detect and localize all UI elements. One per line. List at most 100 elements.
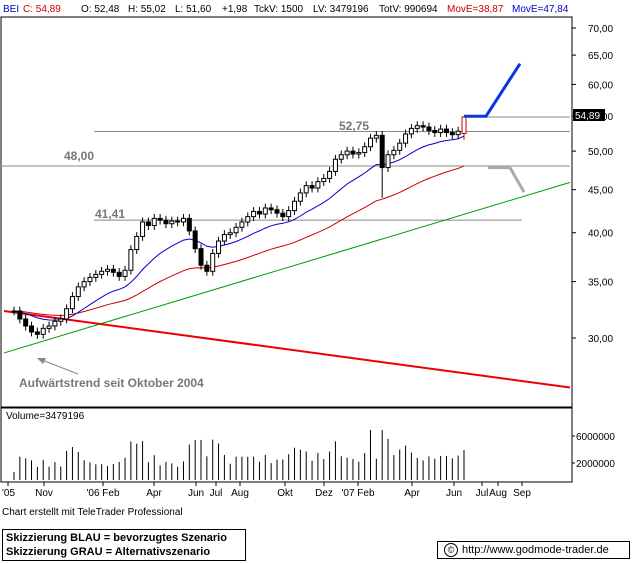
change-label: +1,98 bbox=[222, 4, 248, 15]
symbol-label[interactable]: BEI bbox=[3, 4, 19, 15]
trend-arrow-head bbox=[37, 358, 46, 364]
candle-body bbox=[29, 325, 35, 333]
level-label-41-41: 41,41 bbox=[95, 207, 125, 221]
last-price-tag bbox=[573, 109, 605, 121]
x-tick-label: Jul bbox=[476, 488, 489, 499]
candle-body bbox=[145, 221, 151, 227]
candle-body bbox=[297, 192, 303, 202]
trend-arrow bbox=[41, 359, 79, 375]
candle-body bbox=[338, 154, 344, 160]
x-tick-label: Nov bbox=[35, 488, 53, 499]
candle-body bbox=[332, 158, 338, 172]
lastvol-label: LV: 3479196 bbox=[313, 4, 369, 15]
candle-body bbox=[17, 310, 23, 320]
candle-body bbox=[204, 264, 210, 272]
candle-body bbox=[245, 216, 251, 223]
tickvol-label: TckV: 1500 bbox=[254, 4, 304, 15]
candle-body bbox=[34, 331, 40, 335]
candle-body bbox=[64, 308, 70, 320]
candle-body bbox=[227, 232, 233, 236]
candle-body bbox=[367, 137, 373, 148]
candle-body bbox=[163, 219, 169, 225]
x-tick-label: Sep bbox=[513, 488, 531, 499]
high-label: H: 55,02 bbox=[128, 4, 166, 15]
y-tick-label: 60,00 bbox=[588, 80, 613, 91]
open-label: O: 52,48 bbox=[81, 4, 120, 15]
candle-body bbox=[221, 234, 227, 242]
candle-body bbox=[52, 320, 58, 327]
candle-body bbox=[309, 185, 315, 189]
x-tick-label: Okt bbox=[277, 488, 293, 499]
totvol-label: TotV: 990694 bbox=[379, 4, 438, 15]
candle-body bbox=[175, 220, 181, 223]
chart-credit: Chart erstellt mit TeleTrader Profession… bbox=[2, 507, 183, 518]
x-tick-label: Jul bbox=[210, 488, 223, 499]
candle-body bbox=[128, 249, 134, 271]
close-label: C: 54,89 bbox=[23, 4, 61, 15]
candle-body bbox=[280, 212, 286, 218]
candle-body bbox=[105, 268, 111, 272]
candle-body bbox=[116, 271, 122, 277]
level-label-48: 48,00 bbox=[64, 149, 94, 163]
candle-body bbox=[426, 126, 432, 131]
x-tick-label: '07 Feb bbox=[341, 488, 374, 499]
x-tick-label: '06 Feb bbox=[86, 488, 119, 499]
candle-body bbox=[438, 128, 444, 134]
y-tick-label: 50,00 bbox=[588, 147, 613, 158]
candle-body bbox=[262, 207, 268, 215]
candle-body bbox=[134, 235, 140, 251]
y-axis: 70,0065,0060,0055,0050,0045,0040,0035,00… bbox=[572, 24, 613, 345]
trendlines bbox=[3, 181, 571, 389]
candle-body bbox=[151, 217, 157, 227]
y-tick-label: 70,00 bbox=[588, 24, 613, 35]
copyright-icon: © bbox=[444, 543, 458, 558]
candle-body bbox=[239, 221, 245, 228]
candle-body bbox=[449, 132, 455, 136]
candle-body bbox=[461, 116, 467, 134]
candle-body bbox=[420, 125, 426, 128]
candle-body bbox=[186, 217, 192, 232]
candle-body bbox=[403, 133, 409, 144]
candle-body bbox=[233, 226, 239, 234]
source-url[interactable]: http://www.godmode-trader.de bbox=[462, 544, 609, 556]
candle-body bbox=[46, 325, 52, 329]
x-tick-label: Jun bbox=[188, 488, 204, 499]
y-tick-label: 65,00 bbox=[588, 51, 613, 62]
x-tick-label: Apr bbox=[146, 488, 162, 499]
candle-body bbox=[122, 269, 128, 277]
candle-body bbox=[432, 129, 438, 134]
volume-bars bbox=[13, 430, 465, 480]
volume-label: Volume=3479196 bbox=[6, 411, 85, 422]
candlesticks bbox=[11, 116, 467, 339]
candle-body bbox=[385, 154, 391, 169]
moving-average-slow bbox=[13, 165, 465, 316]
candle-body bbox=[192, 230, 198, 250]
candle-body bbox=[216, 240, 222, 254]
candle-body bbox=[169, 220, 175, 225]
url-box[interactable]: © http://www.godmode-trader.de bbox=[437, 541, 630, 559]
candle-body bbox=[11, 310, 17, 313]
legend-grey: Skizzierung GRAU = Alternativszenario bbox=[6, 546, 211, 558]
candle-body bbox=[210, 252, 216, 272]
x-tick-label: Aug bbox=[231, 488, 249, 499]
candle-body bbox=[274, 209, 280, 214]
candle-body bbox=[198, 248, 204, 266]
candle-body bbox=[286, 210, 292, 218]
candle-body bbox=[93, 273, 99, 278]
candle-body bbox=[110, 268, 116, 273]
x-tick-label: Jun bbox=[446, 488, 462, 499]
candle-body bbox=[315, 181, 321, 189]
x-tick-label: '05 bbox=[2, 488, 15, 499]
level-label-52-75: 52,75 bbox=[339, 119, 369, 133]
legend-blue: Skizzierung BLAU = bevorzugtes Szenario bbox=[6, 532, 227, 544]
scenario-paths bbox=[464, 62, 526, 193]
candle-body bbox=[75, 286, 81, 298]
y-tick-label: 45,00 bbox=[588, 186, 613, 197]
downtrend-line bbox=[3, 309, 571, 389]
volume-tick-2m: 2000000 bbox=[576, 459, 615, 470]
candle-body bbox=[391, 149, 397, 156]
x-tick-label: Dez bbox=[315, 488, 333, 499]
candle-body bbox=[350, 150, 356, 155]
candle-body bbox=[373, 134, 379, 139]
